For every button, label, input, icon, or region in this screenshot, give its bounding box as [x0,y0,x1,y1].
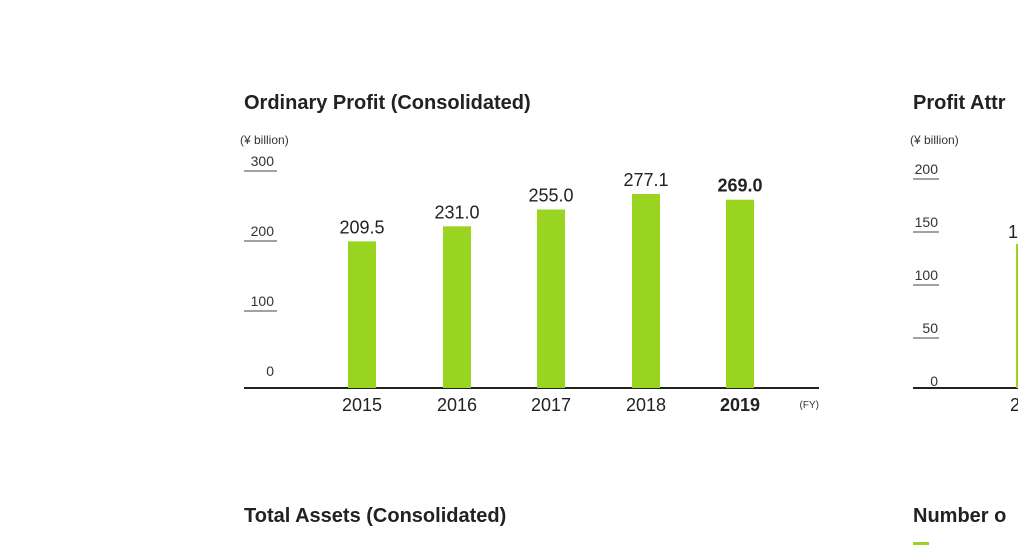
chart2-y-tick-label-100: 100 [915,267,939,283]
x-tick-label-2018: 2018 [626,395,666,415]
y-tick-label-0: 0 [266,363,274,379]
data-label-2018: 277.1 [623,170,668,190]
chart-title-ordinary-profit: Ordinary Profit (Consolidated) [244,92,531,114]
y-tick-label-300: 300 [251,153,275,169]
bar-2019 [726,199,754,388]
x-axis-suffix: (FY) [800,400,819,411]
data-label-2016: 231.0 [434,202,479,222]
chart-title-profit-attr: Profit Attr [913,92,1006,114]
y-tick-label-200: 200 [251,223,275,239]
chart2-y-tick-label-50: 50 [922,320,938,336]
data-label-2015: 209.5 [339,217,384,237]
unit-label-ordinary-profit: (¥ billion) [240,133,289,147]
unit-label-profit-attr: (¥ billion) [910,133,959,147]
chart2-y-tick-label-150: 150 [915,214,939,230]
chart2-y-tick-label-200: 200 [915,161,939,177]
x-tick-label-2015: 2015 [342,395,382,415]
x-tick-label-2019: 2019 [720,395,760,415]
chart-title-number: Number o [913,505,1007,527]
bar-2018 [632,194,660,388]
chart2-x-tick-label-partial: 2 [1010,395,1018,415]
bar-2016 [443,226,471,388]
bar-2017 [537,209,565,388]
data-label-2019: 269.0 [717,176,762,196]
chart-title-total-assets: Total Assets (Consolidated) [244,505,507,527]
legend-swatch [913,542,929,545]
y-tick-label-100: 100 [251,293,275,309]
bar-2015 [348,241,376,388]
chart2-data-label-partial: 1 [1008,222,1018,242]
x-tick-label-2016: 2016 [437,395,477,415]
x-tick-label-2017: 2017 [531,395,571,415]
data-label-2017: 255.0 [528,186,573,206]
chart2-bar-partial [1016,243,1018,388]
chart2-y-tick-label-0: 0 [930,373,938,389]
